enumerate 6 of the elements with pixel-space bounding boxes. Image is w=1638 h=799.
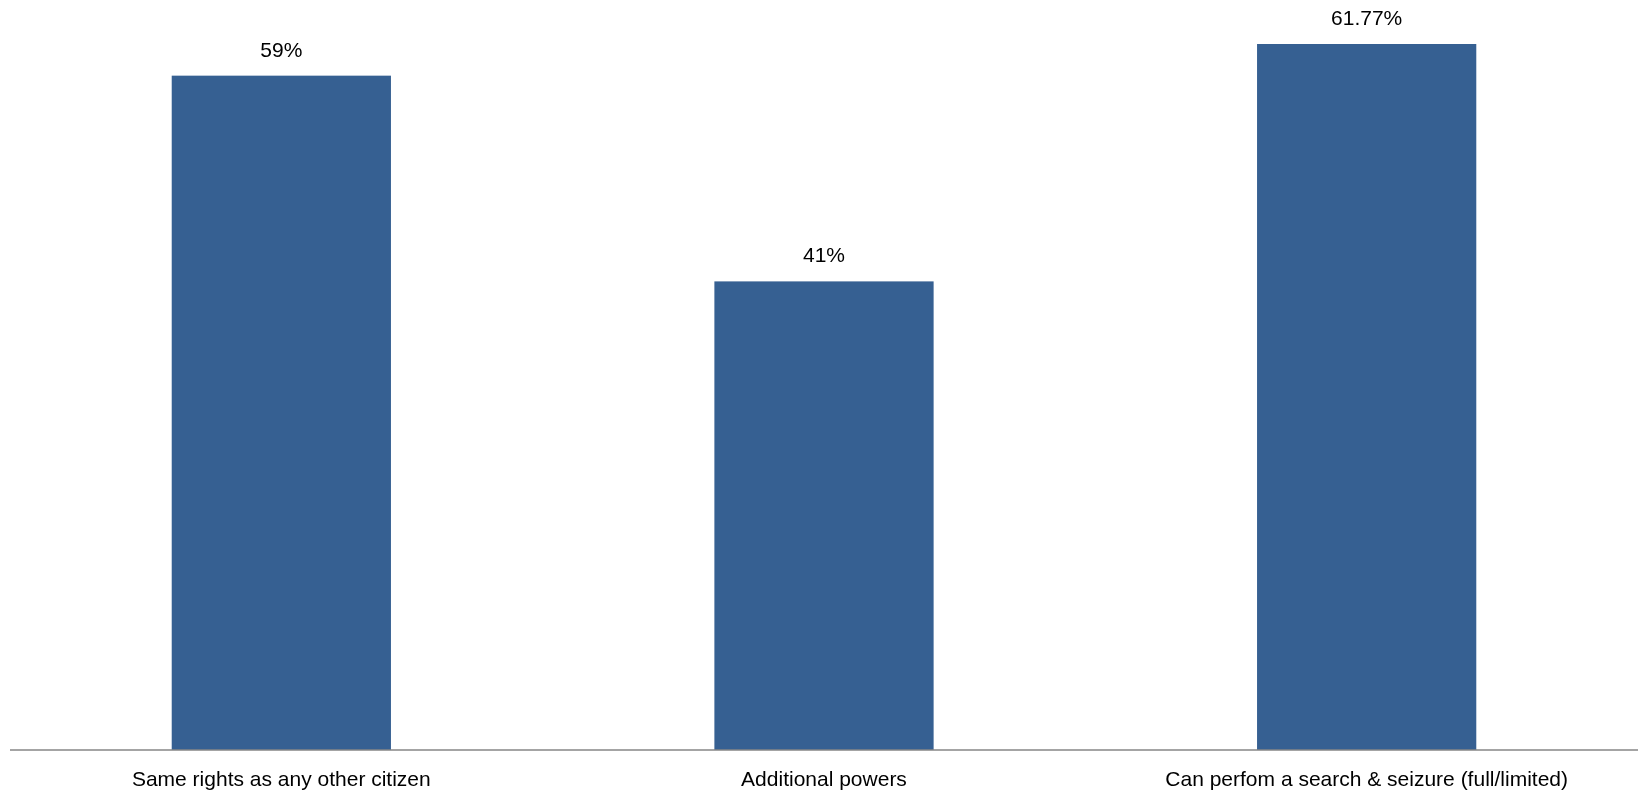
x-tick-label: Same rights as any other citizen [131,767,431,790]
data-label: 41% [802,243,846,267]
data-label: 59% [260,37,303,61]
data-label: 61.77% [1331,6,1403,29]
x-tick-label: Additional powers [741,767,907,790]
x-tick-label: Can perfom a search & seizure (full/limited) [1165,767,1568,790]
